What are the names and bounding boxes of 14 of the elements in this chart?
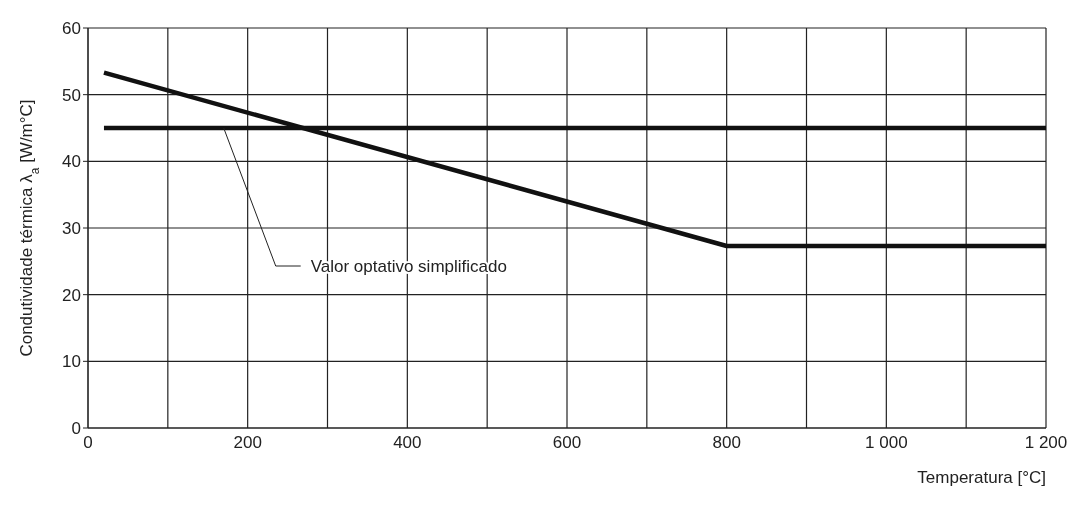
y-tick-label: 50 [62,85,81,105]
y-tick-label: 30 [62,219,81,239]
x-tick-label: 1 000 [865,433,908,453]
x-tick-label: 200 [233,433,262,453]
x-tick-label: 600 [552,433,582,453]
y-tick-label: 20 [62,285,81,305]
y-tick-label: 40 [62,152,81,172]
y-tick-label: 60 [62,19,81,39]
x-tick-label: 800 [712,433,741,453]
x-axis-title: Temperatura [°C] [917,468,1046,487]
y-tick-label: 10 [62,352,81,372]
y-tick-label: 0 [71,419,81,439]
x-tick-label: 400 [393,433,422,453]
x-tick-label: 1 200 [1024,433,1068,453]
